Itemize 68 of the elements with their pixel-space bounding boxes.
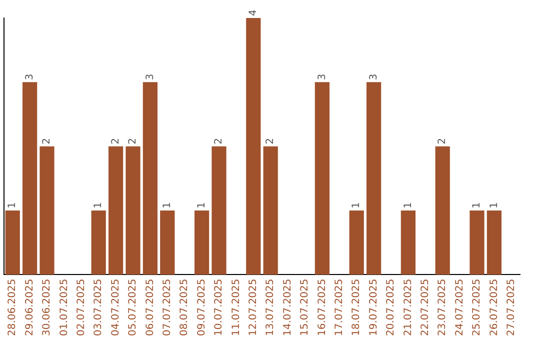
x-tick-label: 26.07.2025	[488, 278, 500, 336]
x-tick-label: 18.07.2025	[351, 278, 362, 336]
x-tick-label: 23.07.2025	[437, 278, 448, 336]
bar	[194, 210, 210, 275]
data-label: 2	[128, 138, 139, 144]
bar	[400, 210, 416, 275]
x-tick-label: 25.07.2025	[472, 278, 483, 336]
x-tick-label: 06.07.2025	[144, 278, 156, 336]
x-tick-label: 10.07.2025	[214, 278, 225, 336]
x-tick-label: 24.07.2025	[454, 278, 466, 336]
bar	[142, 82, 158, 275]
x-tick-label: 22.07.2025	[420, 278, 431, 336]
x-tick-label: 27.07.2025	[506, 278, 517, 336]
bar	[314, 82, 330, 275]
data-label: 2	[214, 138, 225, 144]
x-tick-label: 19.07.2025	[368, 278, 380, 336]
bar	[246, 18, 261, 275]
x-tick-label: 15.07.2025	[300, 278, 311, 336]
x-tick-label: 09.07.2025	[196, 278, 208, 336]
x-tick-label: 17.07.2025	[334, 278, 345, 336]
x-tick-label: 21.07.2025	[402, 278, 414, 336]
bar	[263, 146, 278, 275]
data-label: 1	[93, 202, 104, 209]
bar	[22, 82, 38, 275]
data-label: 1	[196, 202, 208, 209]
x-tick-label: 12.07.2025	[248, 278, 259, 336]
data-label: 1	[351, 202, 362, 209]
data-label: 3	[316, 74, 328, 80]
x-tick-label: 03.07.2025	[93, 278, 104, 336]
data-label: 3	[368, 74, 380, 80]
x-tick-label: 05.07.2025	[128, 278, 139, 336]
x-tick-label: 20.07.2025	[386, 278, 397, 336]
data-label: 1	[488, 202, 500, 209]
x-tick-label: 01.07.2025	[58, 278, 70, 336]
x-tick-label: 14.07.2025	[282, 278, 294, 336]
x-tick-label: 04.07.2025	[110, 278, 122, 336]
bar	[366, 82, 382, 275]
bar	[486, 210, 502, 275]
x-tick-label: 29.06.2025	[24, 278, 36, 336]
data-label: 1	[472, 202, 483, 209]
data-label: 1	[162, 202, 173, 209]
data-label: 4	[248, 10, 259, 16]
bar	[91, 210, 106, 275]
data-label: 2	[110, 138, 122, 144]
x-tick-label: 02.07.2025	[76, 278, 87, 336]
bar	[40, 146, 54, 275]
x-tick-label: 08.07.2025	[179, 278, 190, 336]
bar	[212, 146, 226, 275]
data-label: 2	[42, 138, 53, 144]
bar	[126, 146, 140, 275]
data-label: 3	[24, 74, 36, 80]
bar	[349, 210, 364, 275]
bar	[108, 146, 124, 275]
x-tick-label: 28.06.2025	[7, 278, 18, 336]
bar	[5, 210, 20, 275]
x-tick-label: 16.07.2025	[316, 278, 328, 336]
bar	[435, 146, 450, 275]
bar	[160, 210, 175, 275]
data-label: 2	[265, 138, 276, 144]
bar	[470, 210, 484, 275]
x-tick-label: 30.06.2025	[42, 278, 53, 336]
x-tick-label: 13.07.2025	[265, 278, 276, 336]
data-label: 3	[144, 74, 156, 80]
x-tick-label: 07.07.2025	[162, 278, 173, 336]
data-label: 1	[402, 202, 414, 209]
x-tick-label: 11.07.2025	[230, 278, 242, 336]
data-label: 2	[437, 138, 448, 144]
data-label: 1	[7, 202, 18, 209]
